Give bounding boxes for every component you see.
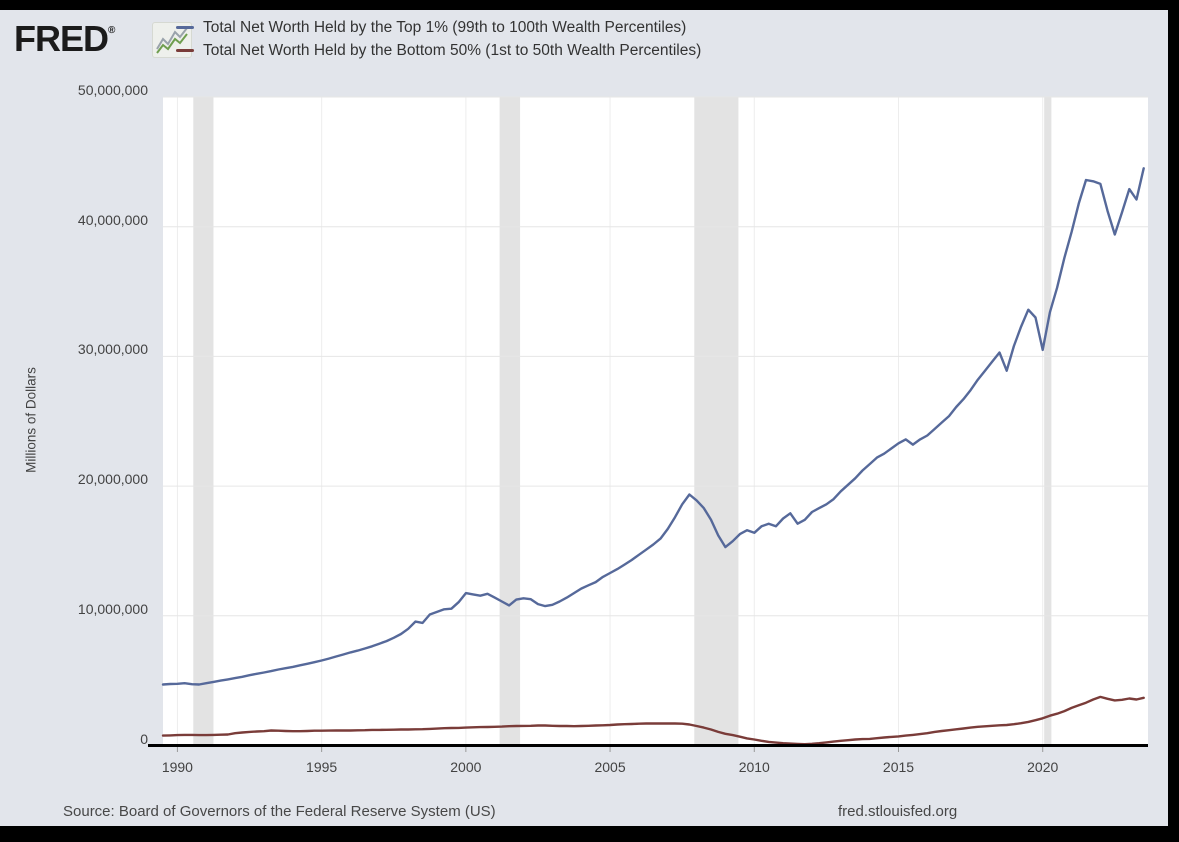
- y-tick-label: 30,000,000: [77, 341, 148, 358]
- series-line-bottom50: [161, 695, 1145, 746]
- y-tick-label: 0: [140, 730, 148, 747]
- x-tick-label: 2020: [1027, 759, 1059, 775]
- recession-band: [499, 97, 521, 746]
- x-tick-label: 2000: [450, 759, 482, 775]
- x-tick-label: 2010: [738, 759, 770, 775]
- source-attribution: Source: Board of Governors of the Federa…: [63, 803, 496, 820]
- legend-item-bottom50: Total Net Worth Held by the Bottom 50% (…: [176, 39, 701, 62]
- right-black-bar: [1168, 0, 1179, 842]
- chart-plot-svg: [148, 96, 1148, 752]
- x-tick-label: 1990: [161, 759, 193, 775]
- legend-swatch-bottom50: [176, 49, 194, 52]
- legend: Total Net Worth Held by the Top 1% (99th…: [176, 16, 701, 62]
- y-tick-label: 40,000,000: [77, 211, 148, 228]
- chart-canvas: FRED® Total Net Worth Held by the Top 1%…: [0, 10, 1168, 826]
- top-black-bar: [0, 0, 1179, 10]
- bottom-black-bar: [0, 826, 1179, 842]
- y-tick-label: 20,000,000: [77, 471, 148, 488]
- x-tick-label: 2015: [882, 759, 915, 775]
- y-tick-label: 10,000,000: [77, 600, 148, 617]
- fred-logo: FRED®: [14, 18, 115, 60]
- fred-site-link[interactable]: fred.stlouisfed.org: [838, 803, 958, 820]
- legend-label-bottom50: Total Net Worth Held by the Bottom 50% (…: [203, 41, 702, 59]
- recession-band: [1044, 97, 1052, 746]
- recession-band: [193, 97, 214, 746]
- series-line-top1: [161, 167, 1145, 686]
- recession-band: [694, 97, 739, 746]
- y-tick-label: 50,000,000: [77, 82, 148, 98]
- fred-logo-text: FRED: [14, 18, 109, 59]
- legend-swatch-top1: [176, 26, 194, 29]
- legend-label-top1: Total Net Worth Held by the Top 1% (99th…: [203, 18, 687, 36]
- registered-trademark: ®: [108, 25, 116, 36]
- legend-item-top1: Total Net Worth Held by the Top 1% (99th…: [176, 16, 701, 39]
- x-tick-label: 1995: [306, 759, 338, 775]
- x-tick-label: 2005: [594, 759, 626, 775]
- plot-area: [163, 97, 1148, 746]
